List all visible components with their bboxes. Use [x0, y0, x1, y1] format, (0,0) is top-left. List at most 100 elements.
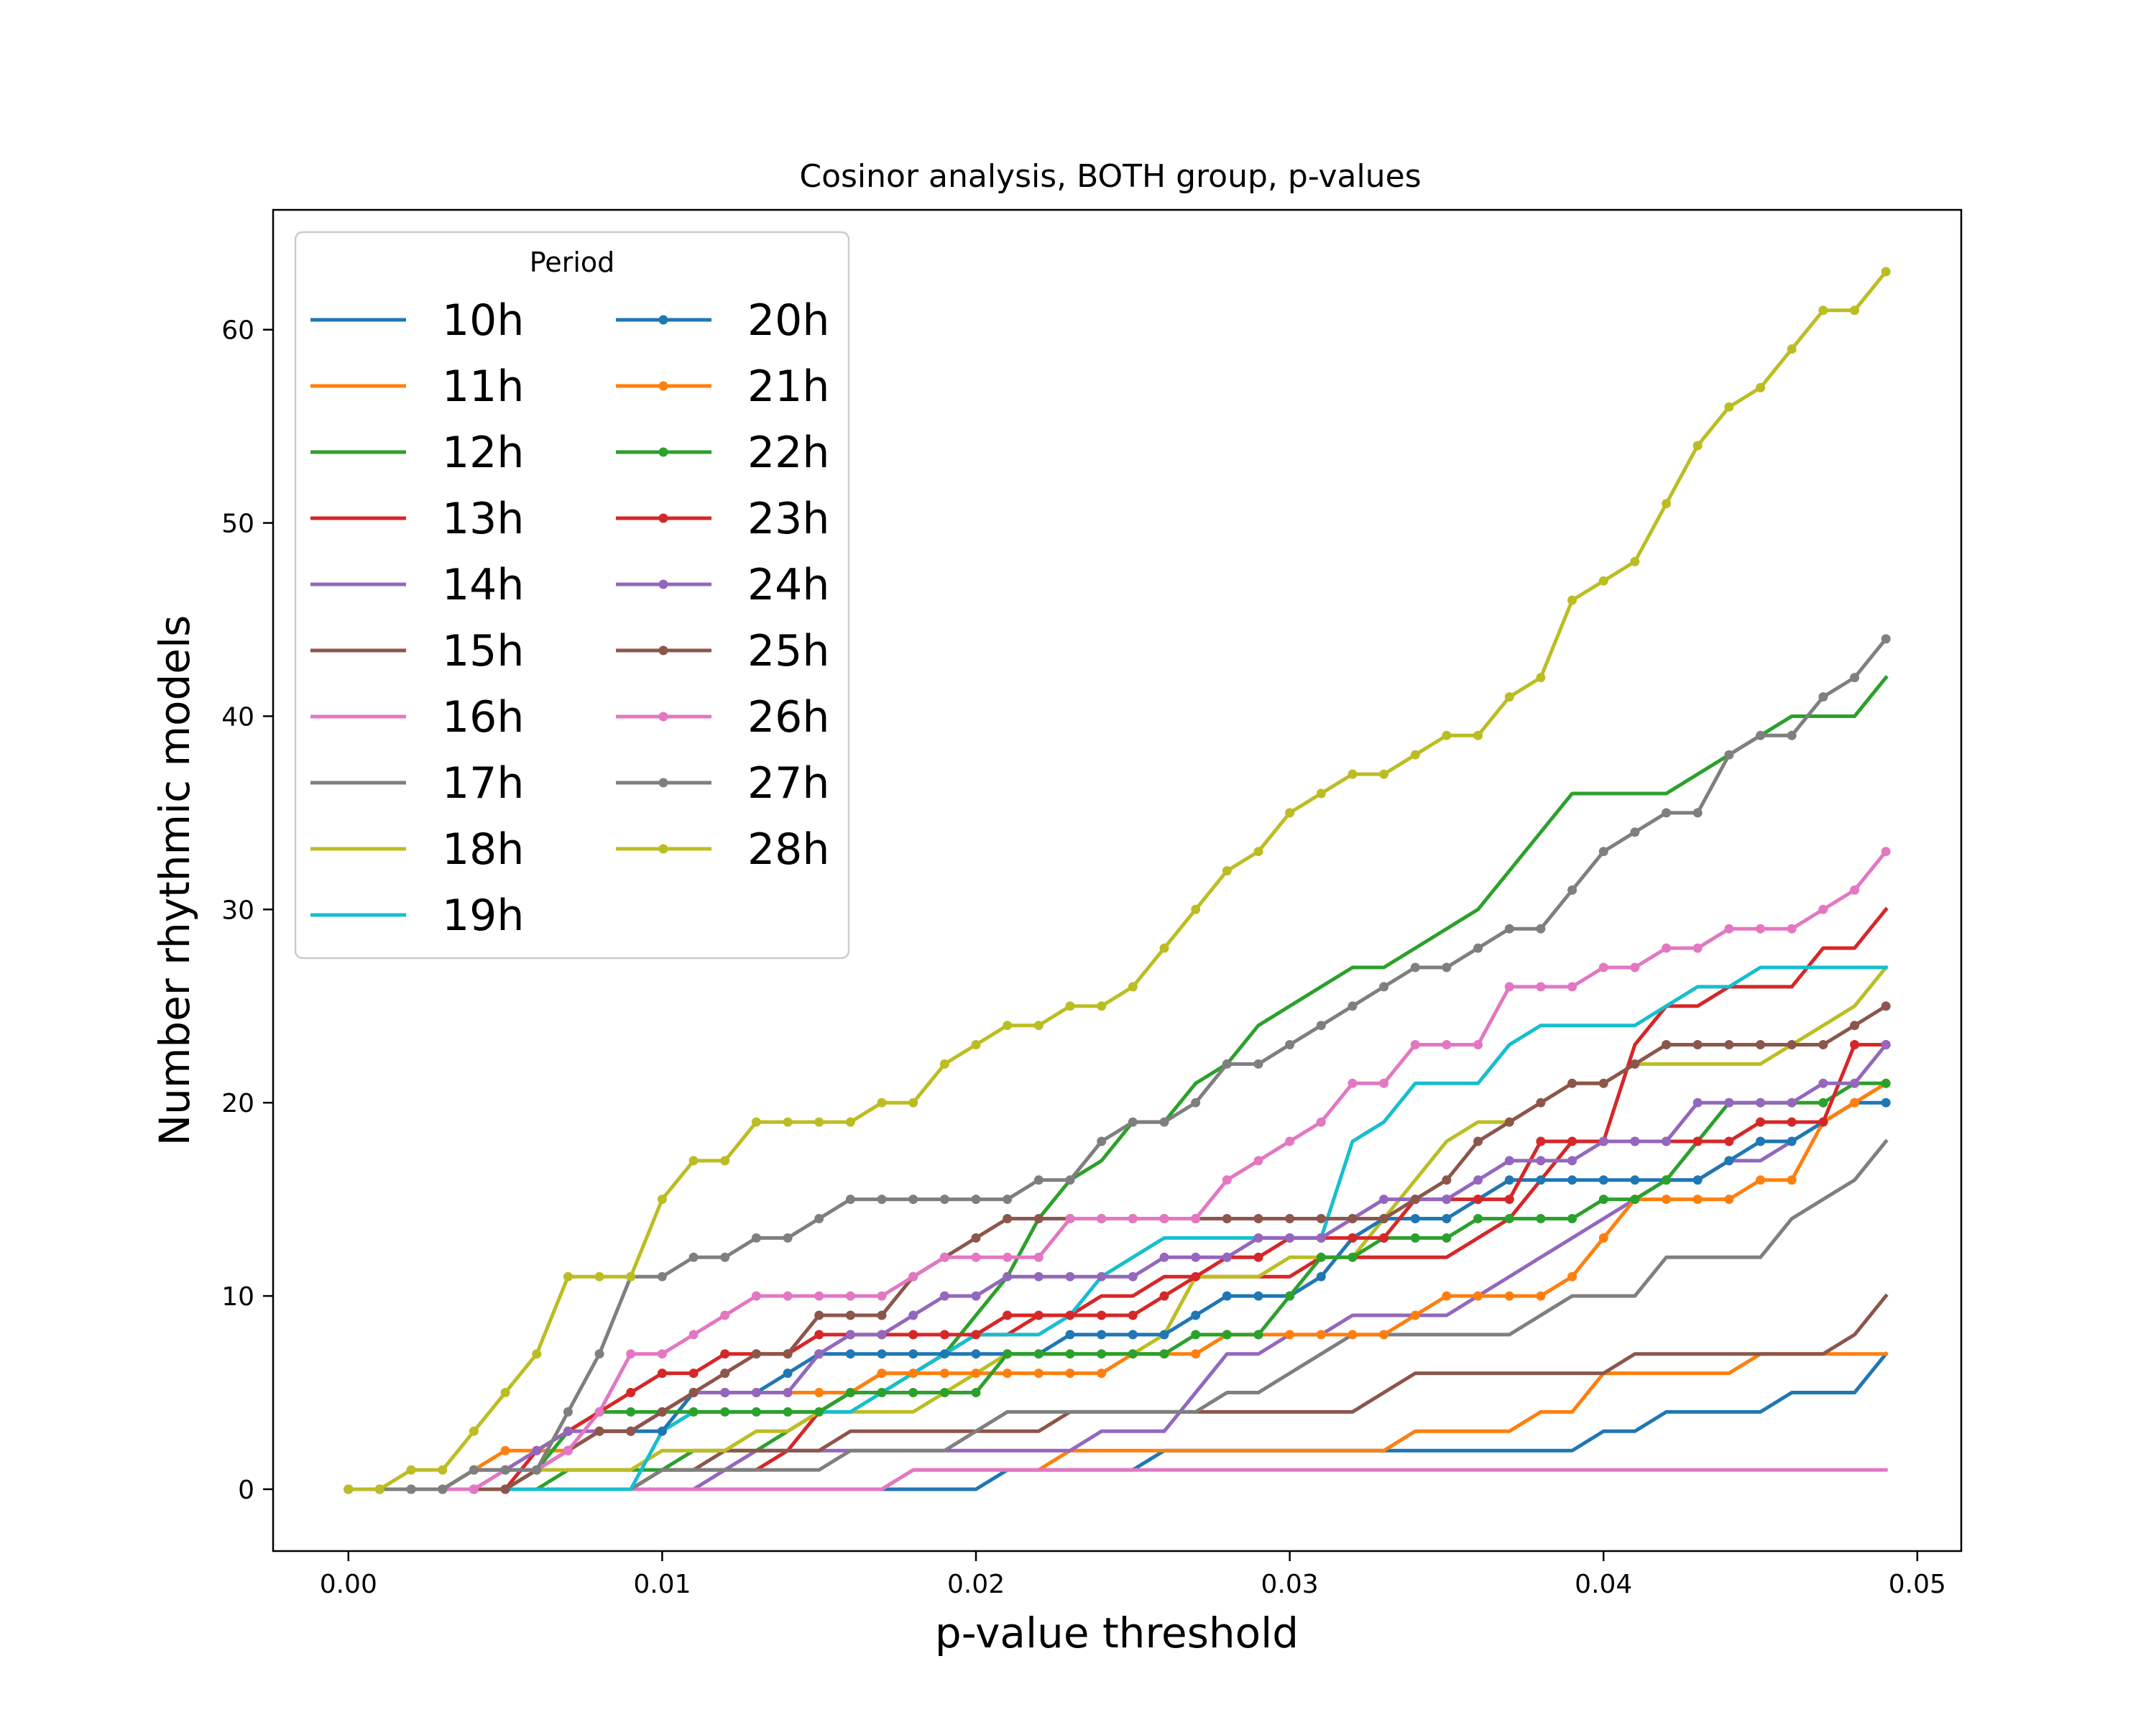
x-tick-label: 0.03 — [1261, 1570, 1319, 1599]
data-point — [783, 1233, 793, 1243]
data-point — [720, 1252, 730, 1262]
data-point — [720, 1368, 730, 1379]
data-point — [563, 1407, 573, 1417]
data-point — [1097, 1271, 1107, 1282]
data-point — [469, 1426, 479, 1436]
data-point — [1253, 1330, 1263, 1340]
legend-marker — [658, 447, 668, 457]
data-point — [500, 1388, 510, 1397]
series-line-22h — [346, 1081, 1888, 1491]
data-point — [1756, 730, 1766, 740]
data-point — [1818, 904, 1828, 914]
data-point — [939, 1059, 949, 1069]
data-point — [1692, 1098, 1703, 1108]
legend-marker — [658, 381, 668, 391]
data-point — [532, 1349, 542, 1359]
legend-item-20h: 20h — [616, 295, 829, 346]
data-point — [1159, 1291, 1169, 1301]
data-point — [1379, 1214, 1389, 1223]
data-point — [1504, 1156, 1514, 1166]
data-point — [1128, 1310, 1138, 1320]
data-point — [877, 1330, 887, 1340]
legend-item-15h: 15h — [310, 626, 524, 676]
data-point — [1473, 943, 1483, 953]
data-point — [1598, 962, 1608, 972]
data-point — [908, 1330, 918, 1340]
y-tick-label: 40 — [221, 702, 254, 732]
data-point — [1222, 866, 1232, 876]
data-point — [1536, 1136, 1546, 1146]
data-point — [1191, 1252, 1201, 1262]
data-point — [1724, 1156, 1734, 1166]
data-point — [1316, 1271, 1326, 1282]
data-point — [814, 1388, 824, 1397]
data-point — [1692, 441, 1703, 451]
data-point — [469, 1484, 479, 1494]
data-point — [1065, 1001, 1075, 1011]
data-point — [1348, 1001, 1358, 1011]
data-point — [626, 1407, 636, 1417]
data-point — [1818, 1117, 1828, 1127]
data-point — [908, 1310, 918, 1320]
data-point — [1442, 962, 1452, 972]
legend-marker — [658, 513, 668, 523]
data-point — [908, 1098, 918, 1108]
data-point — [1536, 1156, 1546, 1166]
data-point — [1662, 808, 1672, 818]
data-point — [1379, 1233, 1389, 1243]
data-point — [751, 1388, 761, 1397]
data-point — [1159, 1214, 1169, 1223]
data-point — [1630, 556, 1640, 566]
data-point — [971, 1349, 981, 1359]
data-point — [1818, 305, 1828, 316]
legend-label: 12h — [442, 428, 524, 478]
legend-item-12h: 12h — [310, 428, 524, 478]
data-point — [1724, 1040, 1734, 1049]
data-point — [939, 1252, 949, 1262]
legend-label: 18h — [442, 824, 524, 875]
legend-label: 21h — [747, 362, 829, 412]
data-point — [1536, 673, 1546, 683]
data-point — [1756, 1136, 1766, 1146]
data-point — [1097, 1310, 1107, 1320]
data-point — [1065, 1175, 1075, 1185]
data-point — [845, 1388, 855, 1397]
data-point — [783, 1349, 793, 1359]
data-point — [1410, 750, 1420, 760]
data-point — [1128, 1330, 1138, 1340]
x-tick-label: 0.05 — [1889, 1570, 1946, 1599]
data-point — [1003, 1310, 1013, 1320]
data-point — [1253, 1291, 1263, 1301]
data-point — [1097, 1368, 1107, 1379]
data-point — [1724, 402, 1734, 412]
data-point — [1630, 1059, 1640, 1069]
data-point — [1787, 924, 1797, 934]
data-point — [1065, 1349, 1075, 1359]
data-point — [1348, 1330, 1358, 1340]
data-point — [1724, 1195, 1734, 1205]
legend-item-28h: 28h — [616, 824, 829, 875]
data-point — [1159, 943, 1169, 953]
series-28h — [344, 267, 1891, 1494]
data-point — [971, 1330, 981, 1340]
series-line-19h — [346, 965, 1888, 1491]
data-point — [1630, 962, 1640, 972]
data-point — [1222, 1291, 1232, 1301]
data-point — [1410, 1233, 1420, 1243]
data-point — [1348, 769, 1358, 779]
data-point — [344, 1484, 354, 1494]
legend-item-13h: 13h — [310, 494, 524, 544]
plot-frame — [272, 208, 1963, 1552]
data-point — [532, 1465, 542, 1475]
y-tick-label: 20 — [221, 1089, 254, 1118]
data-point — [1850, 305, 1860, 316]
legend-item-18h: 18h — [310, 824, 524, 875]
legend-items: 10h 11h 12h 13h 14h 15h 16h 17h 18h 19h 20h 21h 22h 2… — [310, 295, 829, 941]
data-point — [688, 1368, 699, 1379]
data-point — [1756, 1175, 1766, 1185]
data-point — [406, 1484, 416, 1494]
data-point — [971, 1291, 981, 1301]
data-point — [1724, 750, 1734, 760]
data-point — [971, 1040, 981, 1049]
data-point — [1881, 634, 1891, 644]
